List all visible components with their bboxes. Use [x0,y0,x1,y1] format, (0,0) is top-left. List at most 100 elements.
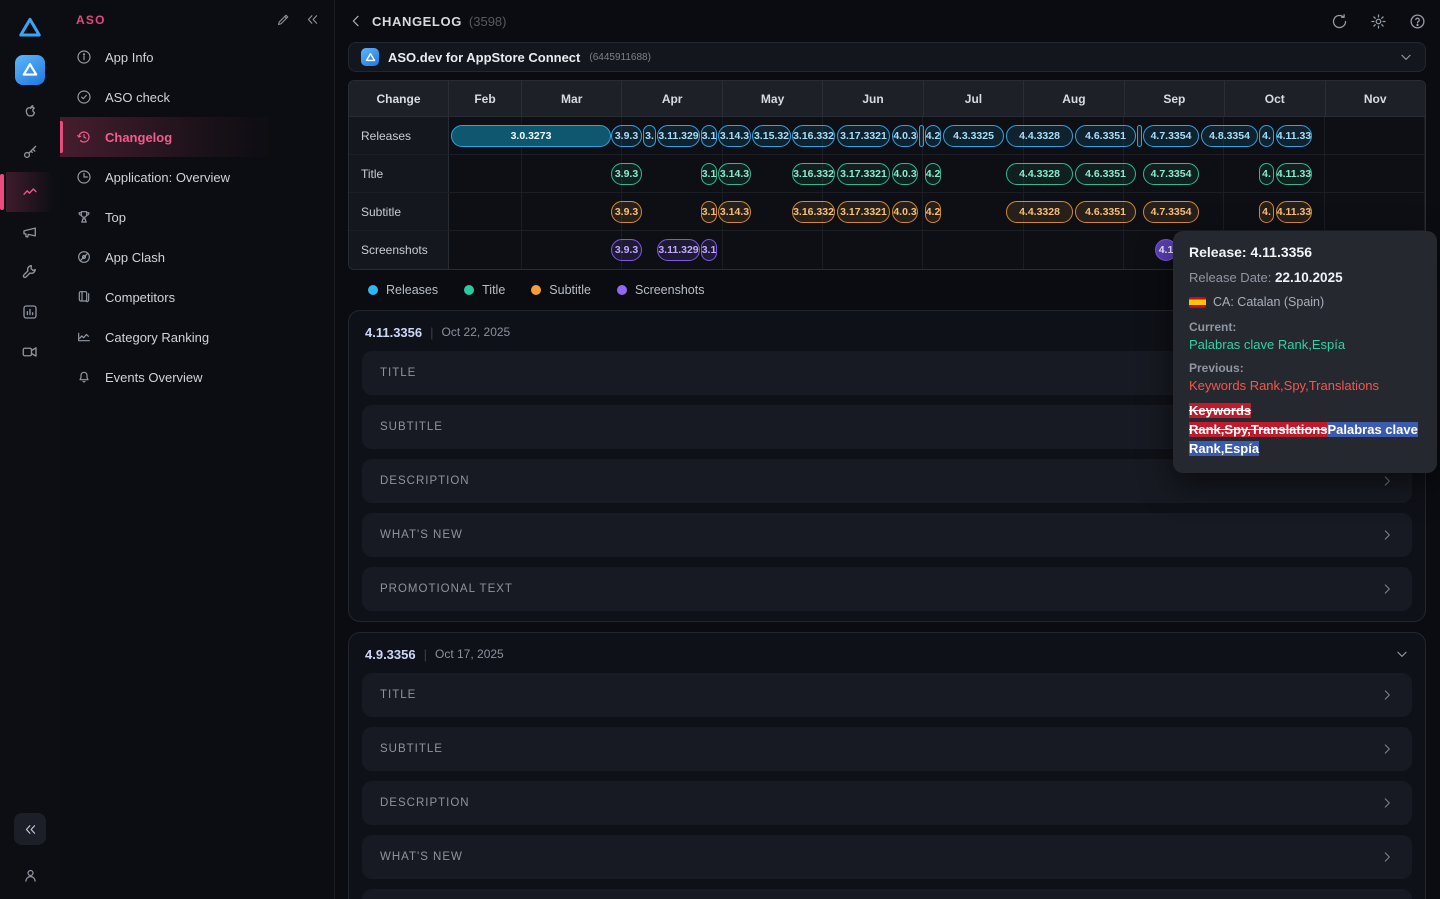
version-pill[interactable]: 4.7.3354 [1143,125,1199,147]
field-row-what-s-new[interactable]: WHAT'S NEW [362,835,1412,879]
field-row-what-s-new[interactable]: WHAT'S NEW [362,513,1412,557]
collapse-sidebar-icon[interactable] [305,12,320,27]
version-pill[interactable]: 3.16.332 [792,125,835,147]
sidebar-item-category-ranking[interactable]: Category Ranking [60,317,334,357]
version-pill[interactable]: 4.6.3351 [1075,201,1136,223]
rail-item-wrench[interactable] [6,252,54,292]
version-pill[interactable]: 4.7.3354 [1143,201,1199,223]
version-pill[interactable]: 3.9.3 [611,163,642,185]
version-pill[interactable]: 4.4.3328 [1006,125,1073,147]
version-pill[interactable]: 3.11.329 [657,125,700,147]
version-pill[interactable]: 4.11.33 [1276,125,1312,147]
help-icon[interactable] [1409,13,1426,30]
field-row-promotional-text[interactable]: PROMOTIONAL TEXT [362,889,1412,899]
version-pill[interactable]: 4.3.3325 [943,125,1004,147]
rail-item-megaphone[interactable] [6,212,54,252]
edit-icon[interactable] [276,12,291,27]
rail-item-chart-box[interactable] [6,292,54,332]
field-row-description[interactable]: DESCRIPTION [362,781,1412,825]
version-pill[interactable]: 3.14.3 [718,201,751,223]
back-icon[interactable] [348,13,364,29]
field-row-subtitle[interactable]: SUBTITLE [362,727,1412,771]
sidebar-title: ASO [76,13,106,27]
version-pill[interactable]: 3.17.3321 [837,201,890,223]
rail-collapse-button[interactable] [14,813,46,845]
legend-item-releases[interactable]: Releases [368,283,438,297]
profile-button[interactable] [22,861,39,889]
sidebar-item-application-overview[interactable]: Application: Overview [60,157,334,197]
sidebar-item-events-overview[interactable]: Events Overview [60,357,334,397]
version-pill[interactable]: 4.0.3 [892,125,918,147]
legend-item-subtitle[interactable]: Subtitle [531,283,591,297]
release-version: 4.9.3356 [365,647,416,662]
version-pill[interactable]: 4.2 [925,163,941,185]
version-pill[interactable]: 3.9.3 [611,201,642,223]
sidebar-item-app-info[interactable]: App Info [60,37,334,77]
settings-icon[interactable] [1370,13,1387,30]
refresh-icon[interactable] [1331,13,1348,30]
rail-item-key[interactable] [6,132,54,172]
rail-item-trend[interactable] [6,172,54,212]
version-pill[interactable]: 4.4.3328 [1006,163,1073,185]
version-pill[interactable] [919,125,924,147]
version-pill[interactable]: 4. [1259,163,1274,185]
version-pill[interactable]: 3.17.3321 [837,163,890,185]
version-pill[interactable]: 3. [643,125,656,147]
version-pill[interactable]: 3.9.3 [611,239,642,261]
version-pill[interactable]: 4.4.3328 [1006,201,1073,223]
version-pill[interactable]: 4.0.3 [892,163,918,185]
version-pill[interactable]: 3.1 [701,201,717,223]
app-selector[interactable]: ASO.dev for AppStore Connect (6445911688… [348,42,1426,72]
legend-item-screenshots[interactable]: Screenshots [617,283,704,297]
column-month-apr: Apr [622,81,722,116]
version-pill[interactable]: 3.14.3 [718,125,751,147]
version-pill[interactable]: 4.6.3351 [1075,163,1136,185]
sidebar-item-aso-check[interactable]: ASO check [60,77,334,117]
field-label: WHAT'S NEW [380,529,463,541]
version-pill[interactable]: 4.11.33 [1276,201,1312,223]
version-pill[interactable]: 3.1 [701,163,717,185]
version-pill[interactable]: 3.14.3 [718,163,751,185]
rail-item-video[interactable] [6,332,54,372]
sidebar-item-app-clash[interactable]: App Clash [60,237,334,277]
grid-cell [522,155,622,192]
version-pill[interactable] [1137,125,1142,147]
version-pill[interactable]: 3.11.329 [657,239,700,261]
collapse-section-icon[interactable] [1395,647,1409,661]
version-pill[interactable]: 3.16.332 [792,163,835,185]
version-pill[interactable]: 3.1 [701,125,717,147]
sidebar-item-changelog[interactable]: Changelog [60,117,334,157]
version-pill[interactable]: 3.17.3321 [837,125,890,147]
rail-item-apple[interactable] [6,92,54,132]
version-pill[interactable]: 4.7.3354 [1143,163,1199,185]
version-pill[interactable]: 3.9.3 [611,125,642,147]
version-pill[interactable]: 4.8.3354 [1201,125,1258,147]
check-circle-icon [76,89,92,105]
version-pill[interactable]: 4. [1259,125,1274,147]
sidebar-item-label: App Clash [105,250,165,265]
column-month-nov: Nov [1326,81,1425,116]
field-row-title[interactable]: TITLE [362,673,1412,717]
app-logo-icon [364,51,377,64]
field-row-promotional-text[interactable]: PROMOTIONAL TEXT [362,567,1412,611]
version-pill[interactable]: 3.0.3273 [451,125,611,147]
version-pill[interactable]: 4.6.3351 [1075,125,1136,147]
version-pill[interactable]: 3.16.332 [792,201,835,223]
sidebar-item-label: App Info [105,50,153,65]
version-pill[interactable]: 4.2 [925,125,941,147]
app-root: ASO App Info ASO checkChangelogApplicatio… [0,0,1440,899]
expand-row-icon [1380,796,1394,810]
sidebar-item-top[interactable]: Top [60,197,334,237]
version-pill[interactable]: 3.15.32 [752,125,791,147]
row-label-subtitle: Subtitle [349,193,449,230]
version-pill[interactable]: 4.0.3 [892,201,918,223]
version-pill[interactable]: 4.11.33 [1276,163,1312,185]
grid-cell [1325,155,1425,192]
rail-item-app-tile[interactable] [6,48,54,92]
version-pill[interactable]: 4. [1259,201,1274,223]
legend-item-title[interactable]: Title [464,283,505,297]
sidebar-item-competitors[interactable]: Competitors [60,277,334,317]
field-label: TITLE [380,689,416,701]
version-pill[interactable]: 4.2 [925,201,941,223]
version-pill[interactable]: 3.1 [701,239,717,261]
